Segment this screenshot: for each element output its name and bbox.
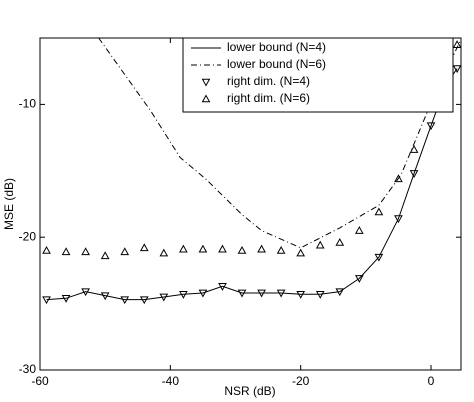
marker bbox=[179, 291, 188, 299]
marker bbox=[409, 170, 419, 178]
legend-label: right dim. (N=6) bbox=[227, 91, 310, 105]
marker bbox=[374, 207, 384, 216]
marker bbox=[198, 289, 208, 298]
marker bbox=[81, 288, 90, 297]
marker bbox=[315, 240, 325, 249]
line bbox=[98, 38, 461, 249]
marker bbox=[452, 65, 461, 74]
marker bbox=[374, 253, 384, 262]
marker bbox=[315, 291, 325, 299]
marker bbox=[218, 283, 227, 291]
marker bbox=[296, 291, 306, 299]
legend-label: lower bound (N=6) bbox=[227, 57, 326, 71]
marker bbox=[335, 237, 345, 246]
y-tick-label: -30 bbox=[19, 362, 37, 376]
marker bbox=[354, 275, 364, 283]
y-axis-label: MSE (dB) bbox=[2, 178, 16, 230]
marker bbox=[237, 245, 247, 254]
marker bbox=[42, 296, 51, 305]
marker bbox=[257, 244, 266, 253]
line bbox=[46, 68, 458, 301]
x-tick-label: -60 bbox=[31, 374, 49, 388]
marker bbox=[139, 296, 149, 305]
marker bbox=[120, 247, 130, 256]
marker bbox=[179, 244, 188, 253]
marker bbox=[159, 248, 169, 257]
marker bbox=[237, 289, 247, 298]
marker bbox=[42, 245, 51, 254]
marker bbox=[139, 243, 149, 252]
marker bbox=[426, 122, 436, 131]
legend-label: right dim. (N=4) bbox=[227, 74, 310, 88]
marker bbox=[296, 248, 306, 257]
marker bbox=[81, 247, 90, 256]
marker bbox=[100, 251, 110, 260]
marker bbox=[452, 40, 461, 48]
marker bbox=[276, 245, 286, 254]
marker bbox=[100, 292, 110, 301]
legend-box bbox=[182, 37, 454, 113]
x-tick-label: -40 bbox=[162, 374, 180, 388]
x-tick-label: 0 bbox=[428, 374, 435, 388]
marker bbox=[276, 289, 286, 298]
y-tick-label: -20 bbox=[19, 229, 37, 243]
marker bbox=[218, 244, 227, 253]
legend-swatch bbox=[201, 94, 211, 103]
marker bbox=[159, 293, 169, 302]
marker bbox=[394, 215, 403, 224]
marker bbox=[394, 174, 403, 183]
marker bbox=[198, 244, 208, 253]
marker bbox=[257, 289, 266, 298]
y-tick-label: -10 bbox=[19, 97, 37, 111]
marker bbox=[61, 294, 71, 303]
marker bbox=[409, 145, 419, 153]
marker bbox=[354, 226, 364, 234]
x-axis-label: NSR (dB) bbox=[224, 384, 275, 398]
legend-swatch bbox=[201, 78, 211, 87]
marker bbox=[120, 296, 130, 305]
marker bbox=[335, 288, 345, 297]
x-tick-label: -20 bbox=[292, 374, 310, 388]
marker bbox=[61, 247, 71, 256]
legend-label: lower bound (N=4) bbox=[227, 40, 326, 54]
